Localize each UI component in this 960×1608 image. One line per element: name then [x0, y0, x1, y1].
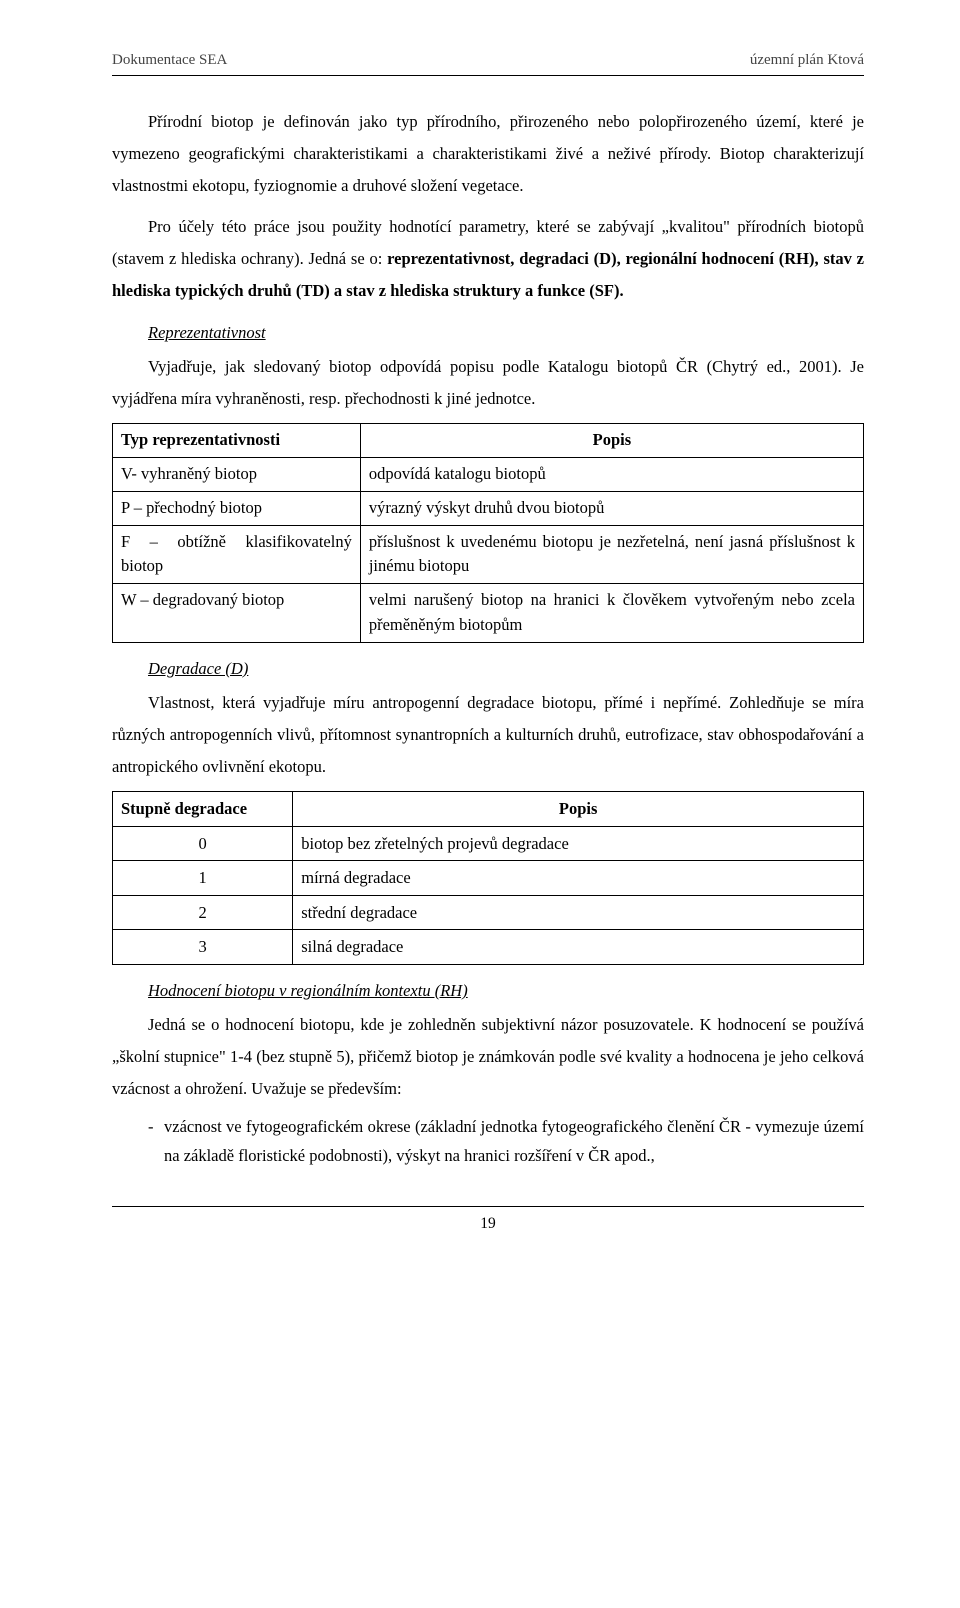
table-row: V- vyhraněný biotop odpovídá katalogu bi…	[113, 458, 864, 492]
t1-cell: výrazný výskyt druhů dvou biotopů	[360, 491, 863, 525]
t1-cell: P – přechodný biotop	[113, 491, 361, 525]
header-right: územní plán Ktová	[750, 52, 864, 69]
paragraph-degradace: Vlastnost, která vyjadřuje míru antropog…	[112, 687, 864, 784]
table-row: 0 biotop bez zřetelných projevů degradac…	[113, 826, 864, 861]
paragraph-rh: Jedná se o hodnocení biotopu, kde je zoh…	[112, 1009, 864, 1106]
table-row: 2 střední degradace	[113, 895, 864, 930]
t1-header-type: Typ reprezentativnosti	[113, 424, 361, 458]
t2-cell: biotop bez zřetelných projevů degradace	[293, 826, 864, 861]
t1-cell: W – degradovaný biotop	[113, 584, 361, 643]
t2-header-level: Stupně degradace	[113, 792, 293, 827]
paragraph-intro-1: Přírodní biotop je definován jako typ př…	[112, 106, 864, 203]
header-left: Dokumentace SEA	[112, 52, 227, 69]
page-number: 19	[112, 1215, 864, 1233]
t1-header-desc: Popis	[360, 424, 863, 458]
t2-cell: 0	[113, 826, 293, 861]
running-header: Dokumentace SEA územní plán Ktová	[112, 52, 864, 69]
table-row: F – obtížně klasifikovatelný biotop přís…	[113, 525, 864, 584]
t2-cell: 3	[113, 930, 293, 965]
t2-cell: silná degradace	[293, 930, 864, 965]
section-label-rh: Hodnocení biotopu v regionálním kontextu…	[148, 981, 864, 1001]
footer-rule	[112, 1206, 864, 1207]
page: Dokumentace SEA územní plán Ktová Přírod…	[0, 0, 960, 1608]
list-item: vzácnost ve fytogeografickém okrese (zák…	[148, 1113, 864, 1169]
t1-cell: velmi narušený biotop na hranici k člově…	[360, 584, 863, 643]
table-row: 3 silná degradace	[113, 930, 864, 965]
table-row: 1 mírná degradace	[113, 861, 864, 896]
t1-cell: odpovídá katalogu biotopů	[360, 458, 863, 492]
bullet-list: vzácnost ve fytogeografickém okrese (zák…	[112, 1113, 864, 1169]
section-label-reprezentativnost: Reprezentativnost	[148, 323, 864, 343]
t2-cell: 2	[113, 895, 293, 930]
t2-header-desc: Popis	[293, 792, 864, 827]
t2-cell: 1	[113, 861, 293, 896]
t2-cell: střední degradace	[293, 895, 864, 930]
t2-cell: mírná degradace	[293, 861, 864, 896]
table-row: W – degradovaný biotop velmi narušený bi…	[113, 584, 864, 643]
table-degradace: Stupně degradace Popis 0 biotop bez zřet…	[112, 791, 864, 965]
t1-cell: příslušnost k uvedenému biotopu je nezře…	[360, 525, 863, 584]
t1-cell: V- vyhraněný biotop	[113, 458, 361, 492]
table-row: P – přechodný biotop výrazný výskyt druh…	[113, 491, 864, 525]
section-label-degradace: Degradace (D)	[148, 659, 864, 679]
paragraph-reprezentativnost: Vyjadřuje, jak sledovaný biotop odpovídá…	[112, 351, 864, 415]
table-reprezentativnost: Typ reprezentativnosti Popis V- vyhraněn…	[112, 423, 864, 642]
header-rule	[112, 75, 864, 76]
paragraph-intro-2: Pro účely této práce jsou použity hodnot…	[112, 211, 864, 308]
t1-cell: F – obtížně klasifikovatelný biotop	[113, 525, 361, 584]
